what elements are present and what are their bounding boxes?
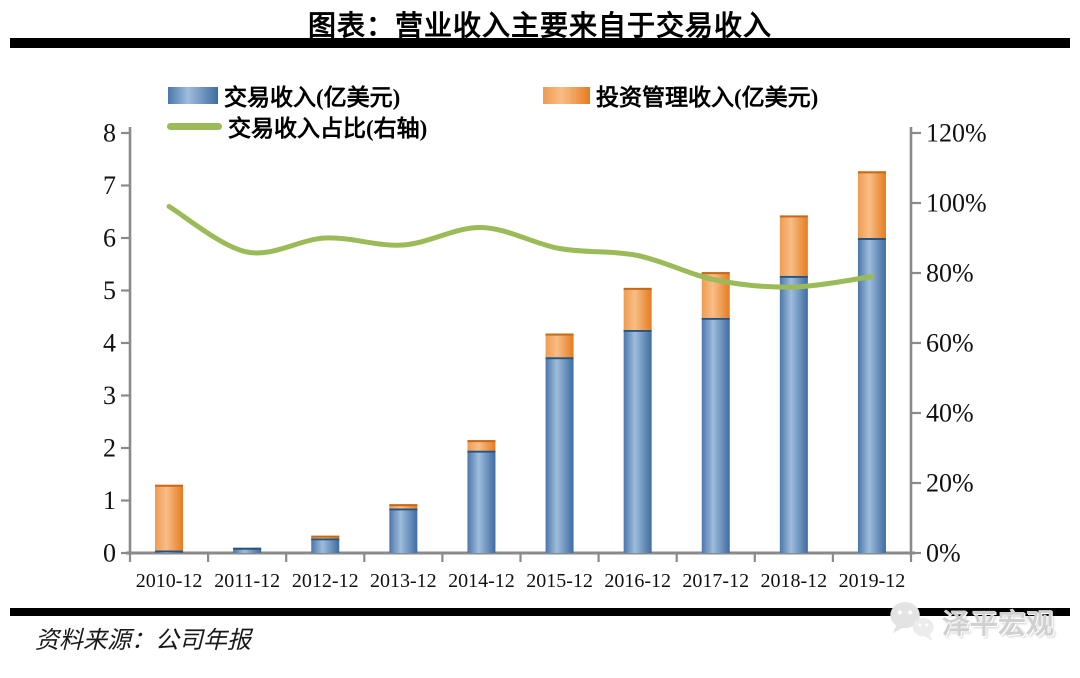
trading-revenue-bar-cap	[467, 450, 496, 453]
brand-watermark: 泽平宏观	[886, 596, 1054, 648]
trading-revenue-bar-cap	[701, 317, 730, 320]
bar-group-2015-12	[545, 333, 574, 553]
trading-revenue-bar-cap	[389, 508, 418, 511]
investment-revenue-bar-cap	[623, 287, 652, 290]
bar-group-2018-12	[779, 215, 808, 553]
left-axis-tick-label: 0	[103, 539, 116, 568]
left-axis-tick-label: 4	[103, 329, 116, 358]
legend-label-investment-revenue: 投资管理收入(亿美元)	[596, 85, 819, 110]
legend-label-trading-ratio: 交易收入占比(右轴)	[228, 116, 428, 141]
right-axis-tick-label: 120%	[926, 119, 987, 148]
right-axis-tick-label: 40%	[926, 399, 974, 428]
legend-item-trading-revenue: 交易收入(亿美元)	[168, 78, 400, 112]
x-axis-category-label: 2010-12	[136, 570, 203, 592]
trading-revenue-bar-segment	[389, 508, 418, 553]
x-axis-category-label: 2015-12	[526, 570, 593, 592]
trading-revenue-bar-cap	[233, 547, 262, 550]
bar-group-2012-12	[311, 535, 340, 553]
trading-revenue-bar-cap	[155, 550, 184, 553]
bar-group-2014-12	[467, 440, 496, 553]
right-axis-tick-label: 60%	[926, 329, 974, 358]
left-axis-tick-label: 6	[103, 224, 116, 253]
investment-revenue-bar-cap	[311, 535, 340, 538]
legend-item-investment-revenue: 投资管理收入(亿美元)	[543, 78, 818, 112]
trading-revenue-bar-segment	[545, 357, 574, 553]
source-note: 资料来源：公司年报	[35, 628, 251, 654]
right-axis-tick-label: 20%	[926, 469, 974, 498]
trading-revenue-bar-segment	[467, 450, 496, 553]
investment-revenue-bar-segment	[545, 333, 574, 358]
investment-revenue-bar-segment	[779, 215, 808, 276]
left-axis-tick-label: 3	[103, 381, 116, 410]
legend-item-trading-ratio: 交易收入占比(右轴)	[167, 109, 427, 143]
trading-revenue-bar-segment	[779, 275, 808, 553]
right-axis-tick-label: 80%	[926, 259, 974, 288]
investment-revenue-bar-cap	[467, 440, 496, 443]
bar-group-2010-12	[155, 484, 184, 553]
trading-revenue-bar-cap	[779, 275, 808, 278]
x-axis-category-label: 2012-12	[292, 570, 359, 592]
trading-revenue-bar-segment	[311, 538, 340, 553]
left-axis-tick-label: 7	[103, 171, 116, 200]
x-axis-category-label: 2016-12	[604, 570, 671, 592]
brand-name: 泽平宏观	[942, 609, 1055, 640]
x-axis-category-label: 2013-12	[370, 570, 437, 592]
bottom-divider	[10, 608, 1070, 616]
left-axis-tick-label: 2	[103, 434, 116, 463]
investment-revenue-bar-segment	[389, 504, 418, 509]
investment-revenue-bar-cap	[545, 333, 574, 336]
trading-revenue-bar-cap	[623, 329, 652, 332]
left-axis-tick-label: 8	[103, 119, 116, 148]
trading-revenue-bar-segment	[857, 238, 886, 553]
right-axis-tick-label: 100%	[926, 189, 987, 218]
legend-label-trading-revenue: 交易收入(亿美元)	[224, 85, 401, 110]
investment-revenue-bar-cap	[701, 272, 730, 275]
right-axis-tick-label: 0%	[926, 539, 961, 568]
left-axis: 0 1 2 3 4 5 6 7 8	[103, 119, 132, 568]
bar-group-2011-12	[233, 547, 262, 553]
investment-revenue-bar-segment	[467, 440, 496, 451]
trading-revenue-bar-cap	[311, 538, 340, 541]
trading-revenue-bar-segment	[701, 317, 730, 553]
x-axis-category-label: 2018-12	[761, 570, 828, 592]
investment-revenue-bar-cap	[857, 171, 886, 174]
x-axis-category-label: 2014-12	[448, 570, 515, 592]
trading-ratio-line	[166, 204, 875, 290]
x-axis-category-label: 2019-12	[839, 570, 906, 592]
chart-title: 图表：营业收入主要来自于交易收入	[307, 11, 772, 42]
trading-revenue-bar-cap	[545, 357, 574, 360]
investment-revenue-bar-segment	[623, 287, 652, 330]
trading-revenue-bar-swatch	[168, 86, 218, 104]
trading-revenue-bar-segment	[623, 329, 652, 553]
left-axis-tick-label: 5	[103, 276, 116, 305]
investment-revenue-bar-segment	[857, 171, 886, 238]
right-axis: 0% 20% 40% 60% 80% 100% 120%	[909, 119, 987, 568]
left-axis-tick-label: 1	[103, 486, 116, 515]
investment-revenue-bar-cap	[155, 484, 184, 487]
x-axis: 2010-12 2011-12 2012-12 2013-12 2014-12 2015-…	[126, 551, 915, 592]
wechat-bubbles-icon	[890, 602, 934, 642]
bar-group-2017-12	[701, 272, 730, 553]
bar-group-2016-12	[623, 287, 652, 553]
investment-revenue-bar-swatch	[543, 86, 590, 104]
bar-group-2019-12	[857, 171, 886, 553]
investment-revenue-bar-cap	[779, 215, 808, 218]
top-divider	[10, 38, 1070, 48]
investment-revenue-bar-segment	[155, 484, 184, 551]
trading-ratio-line-swatch	[167, 122, 222, 130]
x-axis-category-label: 2011-12	[214, 570, 280, 592]
x-axis-category-label: 2017-12	[682, 570, 749, 592]
bar-group-2013-12	[389, 504, 418, 553]
trading-revenue-bar-segment	[233, 547, 262, 553]
trading-revenue-bar-cap	[857, 238, 886, 240]
investment-revenue-bar-cap	[389, 504, 418, 507]
